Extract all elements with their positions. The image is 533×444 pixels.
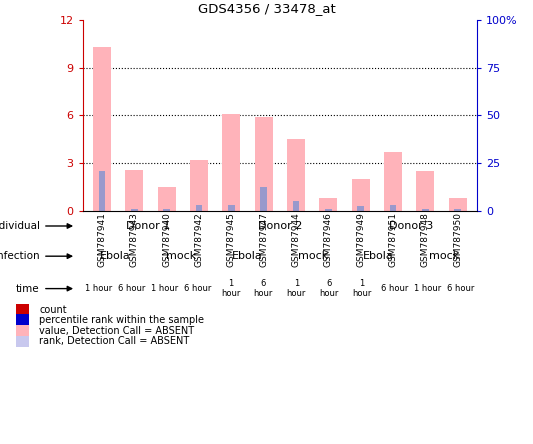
Bar [352,179,369,211]
Text: 6 hour: 6 hour [447,284,474,293]
Text: mock: mock [166,251,196,261]
Bar [15,304,29,316]
Bar [260,187,267,211]
Text: rank, Detection Call = ABSENT: rank, Detection Call = ABSENT [39,337,189,346]
Bar [15,336,29,347]
Text: Ebola: Ebola [363,251,394,261]
Text: percentile rank within the sample: percentile rank within the sample [39,315,204,325]
Text: 1
hour: 1 hour [352,279,372,298]
Text: Donor 3: Donor 3 [389,221,433,231]
Bar [158,187,175,211]
Text: 1
hour: 1 hour [221,279,240,298]
Text: infection: infection [0,251,39,261]
Bar [228,205,235,211]
Text: 6 hour: 6 hour [184,284,212,293]
Bar [222,114,240,211]
Bar [15,325,29,337]
Text: GDS4356 / 33478_at: GDS4356 / 33478_at [198,2,335,15]
Text: 6 hour: 6 hour [118,284,146,293]
Bar [293,202,300,211]
Bar [325,209,332,211]
Bar [390,205,397,211]
Bar [422,209,429,211]
Text: 6
hour: 6 hour [254,279,273,298]
Text: 1 hour: 1 hour [414,284,441,293]
Text: Ebola: Ebola [231,251,262,261]
Text: 6 hour: 6 hour [381,284,409,293]
Bar [319,198,337,211]
Text: mock: mock [429,251,459,261]
Text: 6
hour: 6 hour [319,279,339,298]
Bar [416,171,434,211]
Text: Ebola: Ebola [100,251,131,261]
Bar [196,205,203,211]
Bar [255,117,272,211]
Bar [125,170,143,211]
Text: 1 hour: 1 hour [151,284,179,293]
Bar [131,209,138,211]
Bar [163,209,170,211]
Text: Donor 1: Donor 1 [126,221,171,231]
Text: mock: mock [297,251,328,261]
Text: time: time [16,284,39,293]
Text: count: count [39,305,67,315]
Text: Donor 2: Donor 2 [257,221,302,231]
Bar [454,209,461,211]
Text: 1 hour: 1 hour [85,284,112,293]
Bar [287,139,305,211]
Bar [93,47,111,211]
Bar [190,160,208,211]
Bar [449,198,466,211]
Bar [357,206,364,211]
Bar [384,152,402,211]
Bar [99,171,106,211]
Bar [15,314,29,326]
Text: value, Detection Call = ABSENT: value, Detection Call = ABSENT [39,326,195,336]
Text: individual: individual [0,221,39,231]
Text: 1
hour: 1 hour [287,279,306,298]
